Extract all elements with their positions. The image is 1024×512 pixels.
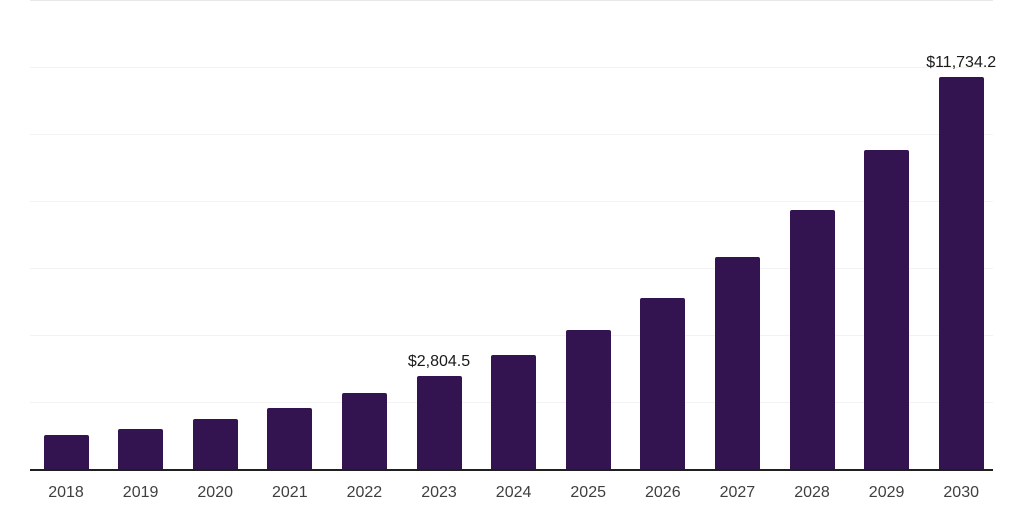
gridline bbox=[30, 335, 993, 336]
gridline bbox=[30, 0, 993, 1]
bar-2022 bbox=[341, 393, 387, 470]
bar-2030 bbox=[938, 76, 984, 470]
bar-2023 bbox=[416, 376, 462, 470]
bar-2027 bbox=[714, 256, 760, 470]
gridline bbox=[30, 268, 993, 269]
gridline bbox=[30, 201, 993, 202]
x-tick-2028: 2028 bbox=[794, 484, 830, 501]
x-tick-2022: 2022 bbox=[346, 484, 383, 501]
x-tick-2023: 2023 bbox=[421, 484, 457, 501]
bar-2029 bbox=[864, 149, 910, 470]
bar-2028 bbox=[789, 209, 835, 470]
x-tick-2029: 2029 bbox=[868, 484, 905, 501]
bar-2018 bbox=[43, 435, 89, 470]
value-label-2030: $11,734.2 bbox=[926, 53, 997, 71]
bar-2020 bbox=[192, 418, 238, 470]
x-tick-2021: 2021 bbox=[272, 484, 308, 501]
gridline bbox=[30, 134, 993, 135]
x-tick-2024: 2024 bbox=[495, 484, 532, 501]
value-label-2023: $2,804.5 bbox=[407, 353, 471, 371]
x-tick-2018: 2018 bbox=[48, 484, 84, 501]
x-tick-2020: 2020 bbox=[197, 484, 233, 501]
x-tick-2027: 2027 bbox=[719, 484, 756, 501]
bar-2019 bbox=[118, 428, 164, 470]
x-tick-2025: 2025 bbox=[570, 484, 606, 501]
x-axis-tick-labels: 2018 2019 2020 2021 2022 2023 2024 2025 2026 2027… bbox=[30, 484, 993, 506]
bar-2024 bbox=[491, 355, 537, 470]
bar-2026 bbox=[640, 298, 686, 470]
plot-area: $2,804.5 $11,734.2 bbox=[30, 0, 997, 471]
x-tick-2030: 2030 bbox=[943, 484, 979, 501]
bar-2025 bbox=[565, 329, 611, 470]
x-axis-line bbox=[30, 469, 993, 471]
x-tick-2026: 2026 bbox=[645, 484, 681, 501]
gridline bbox=[30, 67, 993, 68]
x-tick-2019: 2019 bbox=[122, 484, 159, 501]
bar-2021 bbox=[267, 407, 313, 470]
